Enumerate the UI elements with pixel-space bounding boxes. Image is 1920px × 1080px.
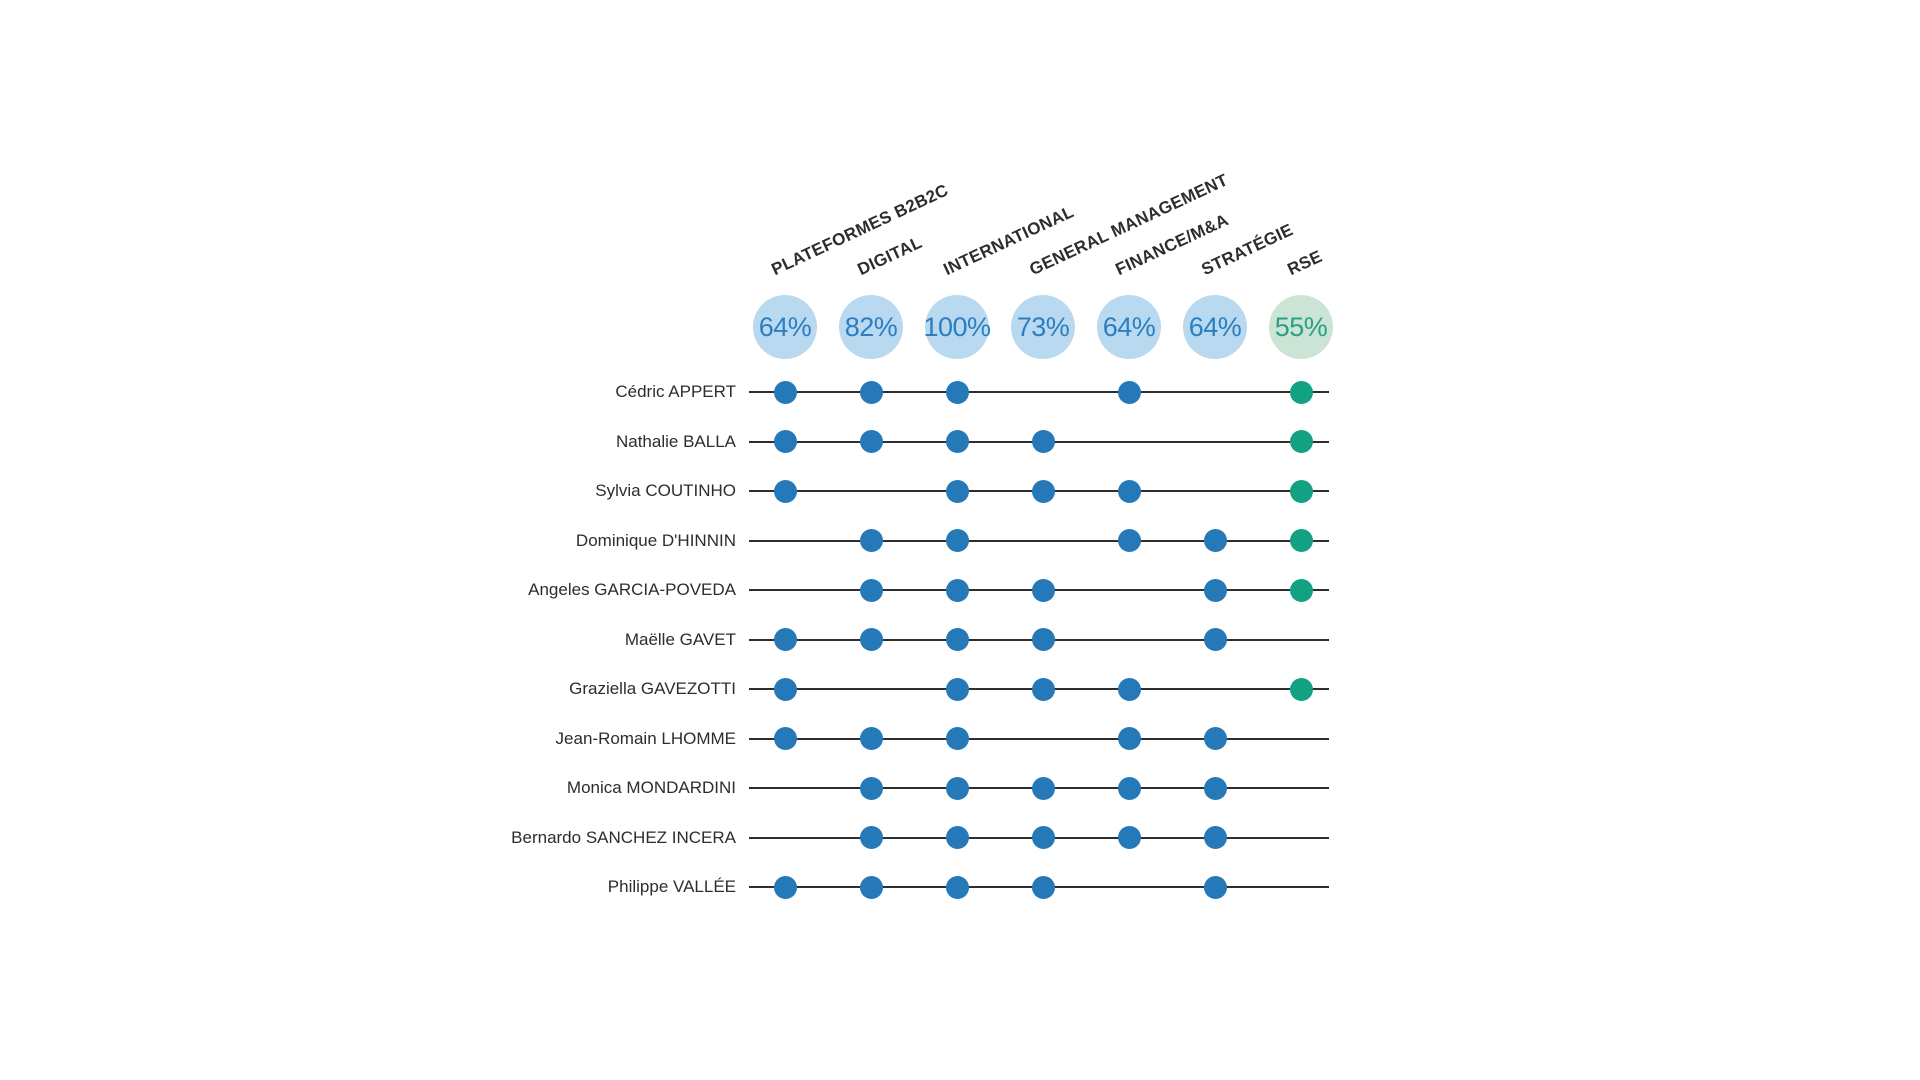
skill-dot-general-management bbox=[1031, 677, 1055, 701]
percent-circle-rse: 55% bbox=[1269, 295, 1333, 359]
member-name-philippe-vall-e: Philippe VALLÉE bbox=[607, 877, 736, 896]
skill-dot-general-management bbox=[1031, 479, 1055, 503]
skill-dot-international bbox=[945, 430, 969, 453]
skill-dot-digital bbox=[859, 430, 883, 453]
skill-dot-digital bbox=[859, 875, 883, 899]
skill-dot-strat-gie bbox=[1203, 727, 1227, 750]
percent-value-strat-gie: 64% bbox=[1188, 311, 1242, 342]
percent-circle-finance-m-a: 64% bbox=[1097, 295, 1161, 359]
skill-dot-rse bbox=[1289, 529, 1313, 552]
percent-value-plateformes-b2b2c: 64% bbox=[758, 311, 812, 342]
column-header-rse: RSE bbox=[1284, 246, 1326, 280]
column-header-digital: DIGITAL bbox=[854, 232, 925, 280]
member-name-ma-lle-gavet: Maëlle GAVET bbox=[624, 629, 736, 649]
skill-dot-strat-gie bbox=[1203, 826, 1227, 849]
member-name-sylvia-coutinho: Sylvia COUTINHO bbox=[595, 481, 736, 500]
member-name-graziella-gavezotti: Graziella GAVEZOTTI bbox=[569, 679, 736, 698]
skill-dot-digital bbox=[859, 826, 883, 849]
skill-dot-digital bbox=[859, 380, 883, 404]
skill-dot-finance-m-a bbox=[1117, 479, 1141, 503]
skill-dot-international bbox=[945, 479, 969, 503]
skill-dot-finance-m-a bbox=[1117, 776, 1141, 800]
skill-dot-digital bbox=[859, 628, 883, 651]
percent-circle-strat-gie: 64% bbox=[1183, 295, 1247, 359]
percent-circle-international: 100% bbox=[923, 295, 991, 359]
skill-dot-digital bbox=[859, 776, 883, 800]
skill-dot-rse bbox=[1289, 430, 1313, 453]
member-name-monica-mondardini: Monica MONDARDINI bbox=[566, 778, 736, 797]
skill-dot-strat-gie bbox=[1203, 578, 1227, 602]
skill-dot-international bbox=[945, 776, 969, 800]
percent-circle-plateformes-b2b2c: 64% bbox=[753, 295, 817, 359]
skill-dot-digital bbox=[859, 727, 883, 750]
skill-dot-rse bbox=[1289, 479, 1313, 503]
skill-dot-finance-m-a bbox=[1117, 677, 1141, 701]
skill-dot-international bbox=[945, 380, 969, 404]
skill-dot-general-management bbox=[1031, 578, 1055, 602]
skill-dot-international bbox=[945, 529, 969, 552]
skill-dot-finance-m-a bbox=[1117, 529, 1141, 552]
skill-dot-international bbox=[945, 727, 969, 750]
skill-dot-plateformes-b2b2c bbox=[773, 628, 797, 651]
skill-dot-plateformes-b2b2c bbox=[773, 479, 797, 503]
skill-dot-general-management bbox=[1031, 776, 1055, 800]
skill-dot-finance-m-a bbox=[1117, 727, 1141, 750]
percent-value-international: 100% bbox=[923, 311, 991, 342]
skill-dot-strat-gie bbox=[1203, 529, 1227, 552]
percent-value-digital: 82% bbox=[844, 311, 898, 342]
skill-dot-rse bbox=[1289, 578, 1313, 602]
skill-dot-rse bbox=[1289, 380, 1313, 404]
member-name-c-dric-appert: Cédric APPERT bbox=[615, 382, 736, 401]
skill-dot-international bbox=[945, 826, 969, 849]
percent-circle-general-management: 73% bbox=[1011, 295, 1075, 359]
percent-circle-digital: 82% bbox=[839, 295, 903, 359]
skill-dot-international bbox=[945, 628, 969, 651]
member-name-bernardo-sanchez-incera: Bernardo SANCHEZ INCERA bbox=[511, 827, 736, 847]
skill-dot-digital bbox=[859, 529, 883, 552]
row-line bbox=[749, 539, 1329, 542]
member-name-nathalie-balla: Nathalie BALLA bbox=[615, 431, 736, 451]
skill-dot-general-management bbox=[1031, 628, 1055, 651]
member-name-jean-romain-lhomme: Jean-Romain LHOMME bbox=[555, 728, 736, 748]
skill-dot-plateformes-b2b2c bbox=[773, 875, 797, 899]
skill-dot-plateformes-b2b2c bbox=[773, 677, 797, 701]
skill-dot-general-management bbox=[1031, 826, 1055, 849]
skill-dot-strat-gie bbox=[1203, 875, 1227, 899]
skill-dot-plateformes-b2b2c bbox=[773, 727, 797, 750]
skill-dot-finance-m-a bbox=[1117, 826, 1141, 849]
percent-value-rse: 55% bbox=[1274, 311, 1328, 342]
row-line bbox=[749, 391, 1329, 393]
skill-dot-digital bbox=[859, 578, 883, 602]
skill-dot-plateformes-b2b2c bbox=[773, 380, 797, 404]
member-name-angeles-garcia-poveda: Angeles GARCIA-POVEDA bbox=[528, 580, 736, 599]
skill-dot-international bbox=[945, 677, 969, 701]
skill-dot-finance-m-a bbox=[1117, 380, 1141, 404]
skill-dot-international bbox=[945, 875, 969, 899]
skill-dot-strat-gie bbox=[1203, 628, 1227, 651]
skill-dot-plateformes-b2b2c bbox=[773, 430, 797, 453]
percent-value-finance-m-a: 64% bbox=[1102, 311, 1156, 342]
skill-dot-general-management bbox=[1031, 430, 1055, 453]
member-name-dominique-d-hinnin: Dominique D'HINNIN bbox=[575, 530, 736, 550]
skill-dot-strat-gie bbox=[1203, 776, 1227, 800]
row-line bbox=[749, 737, 1329, 740]
percent-value-general-management: 73% bbox=[1016, 311, 1070, 342]
skill-dot-international bbox=[945, 578, 969, 602]
skill-dot-rse bbox=[1289, 677, 1313, 701]
skill-dot-general-management bbox=[1031, 875, 1055, 899]
